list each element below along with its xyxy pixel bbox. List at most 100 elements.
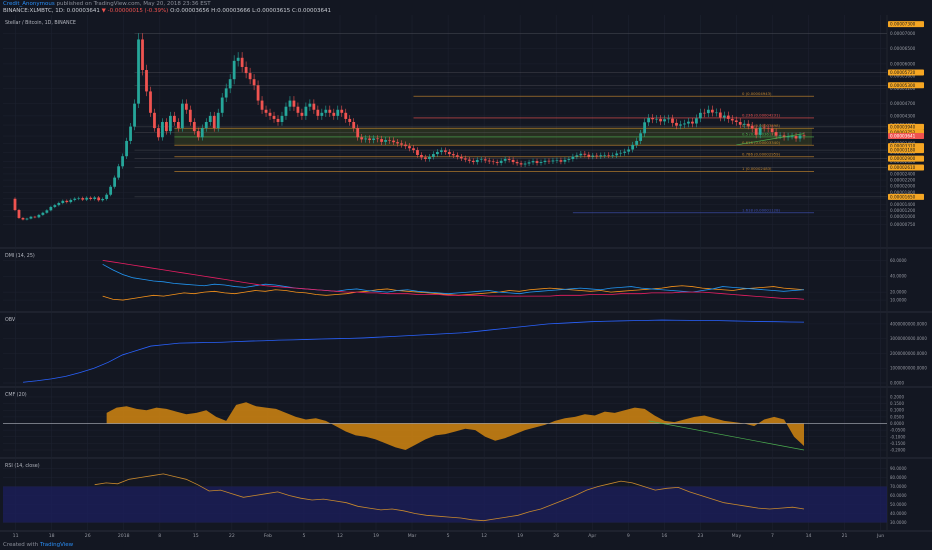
x-tick-label: 21	[842, 533, 848, 539]
price-axis-tag-text: 0.00005720	[890, 70, 916, 75]
price-axis-tag-text: 0.00002900	[890, 156, 916, 161]
price-axis-tag	[888, 82, 924, 89]
candle-body	[21, 217, 25, 220]
candle-body	[41, 212, 45, 215]
y-tick-label: -0.2000	[890, 448, 906, 453]
candle-body	[161, 121, 164, 138]
candle-body	[73, 198, 77, 200]
tradingview-logo-text[interactable]: TradingView	[39, 542, 74, 548]
y-tick-label: 40.0000	[890, 511, 907, 516]
price-axis-tag	[888, 193, 924, 200]
x-tick-label: 15	[193, 533, 199, 539]
candle-body	[57, 202, 61, 206]
candle-body	[714, 112, 718, 114]
cmf-divergence-line	[648, 420, 805, 451]
x-tick-label: Jun	[876, 533, 884, 539]
ohlc-text: O:0.00003656 H:0.00003666 L:0.00003615 C…	[170, 8, 331, 14]
candle-body	[344, 112, 348, 119]
candle-body	[97, 197, 101, 201]
candle-body	[101, 199, 105, 201]
x-tick-label: May	[732, 533, 742, 539]
x-tick-label: 5	[447, 533, 450, 539]
candle-body	[184, 103, 188, 110]
candle-body	[29, 216, 33, 219]
fib-level-label: 1.618 (0.00001128)	[742, 208, 781, 213]
price-axis-tag-text: 0.00003940	[890, 124, 916, 129]
x-tick-label: 16	[661, 533, 667, 539]
candle-body	[599, 155, 603, 157]
trend-line	[736, 133, 805, 146]
candle-body	[758, 127, 762, 135]
candle-body	[284, 106, 288, 116]
x-tick-label: Apr	[588, 533, 596, 539]
y-tick-label: 30.0000	[890, 520, 907, 525]
x-tick-label: 26	[553, 533, 559, 539]
candle-body	[483, 159, 487, 161]
y-tick-label: 0.00004300	[890, 113, 916, 118]
x-tick-label: 7	[771, 533, 774, 539]
candle-body	[762, 127, 766, 129]
candle-body	[555, 160, 559, 161]
y-tick-label: 40.0000	[890, 274, 907, 279]
candle-body	[475, 159, 479, 163]
candle-body	[579, 153, 583, 156]
candle-body	[308, 103, 312, 107]
candle-body	[332, 112, 336, 116]
candle-body	[33, 216, 37, 218]
y-tick-label: 0.00006500	[890, 46, 916, 51]
y-tick-label: 1000000000.0000	[890, 366, 927, 371]
candle-body	[794, 136, 798, 139]
x-tick-label: 14	[806, 533, 812, 539]
author-link[interactable]: Credit_Anonymous	[3, 1, 55, 7]
candle-body	[356, 128, 360, 138]
candle-body	[627, 149, 631, 152]
candle-body	[531, 161, 535, 163]
candle-body	[551, 160, 555, 162]
candle-body	[85, 197, 89, 200]
candle-body	[145, 70, 148, 92]
candle-body	[17, 210, 21, 218]
y-tick-label: 0.00005200	[890, 86, 916, 91]
candle-body	[619, 152, 623, 154]
candle-body	[447, 151, 451, 155]
candle-body	[172, 115, 176, 122]
candle-body	[499, 160, 503, 163]
candle-body	[587, 154, 591, 157]
symbol-info: BINANCE:XLMBTC, 1D: 0.00003641 ▼ -0.0000…	[3, 8, 331, 14]
candle-body	[734, 120, 738, 122]
candle-body	[113, 177, 117, 187]
candle-body	[635, 140, 639, 145]
candle-body	[671, 118, 674, 123]
x-tick-label: 12	[337, 533, 343, 539]
candle-body	[432, 154, 435, 157]
price-axis-tag-text: 0.00001650	[890, 194, 916, 199]
y-tick-label: 50.0000	[890, 502, 907, 507]
candle-body	[360, 137, 364, 140]
candle-body	[37, 214, 41, 218]
y-tick-label: 60.0000	[890, 493, 907, 498]
candle-body	[595, 155, 599, 157]
y-tick-label: -0.1500	[890, 441, 906, 446]
candle-body	[631, 144, 635, 150]
y-tick-label: -0.1000	[890, 434, 906, 439]
candle-body	[129, 126, 132, 141]
candle-body	[149, 91, 152, 113]
symbol-line: BINANCE:XLMBTC, 1D: 0.00003641	[3, 8, 100, 14]
candle-body	[188, 109, 192, 122]
candle-body	[348, 118, 352, 122]
candle-body	[228, 79, 232, 89]
candle-body	[316, 109, 320, 116]
candle-body	[109, 186, 113, 195]
candle-body	[746, 123, 750, 126]
candle-body	[559, 160, 563, 162]
indicator-line-adx	[102, 259, 805, 300]
y-tick-label: 0.00002800	[890, 159, 916, 164]
candle-body	[702, 112, 706, 114]
x-tick-label: Feb	[264, 533, 272, 539]
chart-title: Stellar / Bitcoin, 1D, BINANCE	[5, 20, 76, 26]
candle-body	[324, 109, 328, 113]
candle-body	[683, 123, 686, 125]
candle-body	[328, 109, 332, 113]
fib-level-label: 0 (0.00004943)	[742, 91, 772, 96]
